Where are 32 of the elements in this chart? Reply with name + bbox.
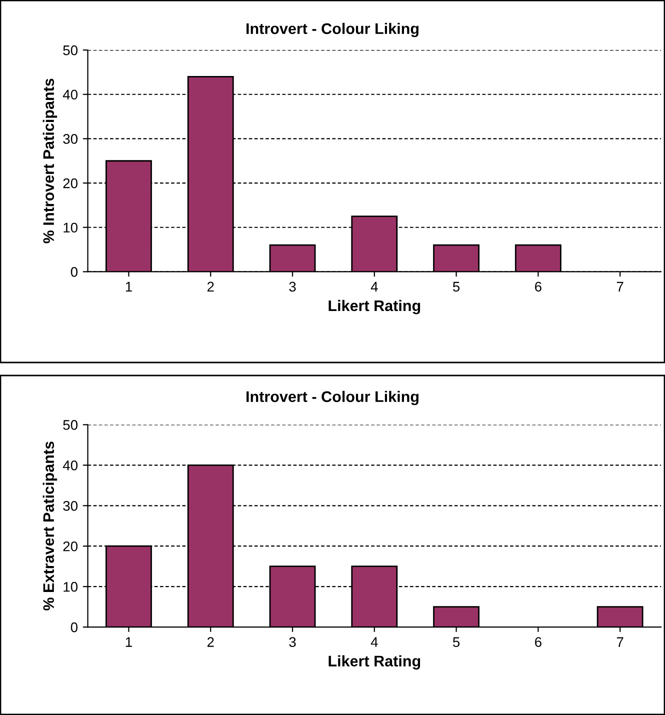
y-tick-label: 50 — [63, 420, 78, 430]
y-tick-label: 0 — [70, 622, 78, 632]
chart-title: Introvert - Colour Liking — [246, 390, 418, 406]
y-tick-label: 30 — [63, 134, 78, 144]
x-tick-label: 5 — [452, 637, 460, 647]
x-tick-label: 2 — [207, 637, 214, 647]
x-tick-label: 3 — [289, 637, 296, 647]
x-axis-title: Likert Rating — [328, 300, 420, 314]
x-tick-label: 1 — [126, 637, 132, 647]
y-tick-label: 40 — [62, 460, 78, 470]
y-tick-label: 20 — [63, 541, 78, 552]
x-axis-title: Likert Rating — [328, 655, 420, 670]
chart-title: Introvert - Colour Liking — [246, 22, 418, 38]
x-tick-label: 3 — [289, 282, 296, 292]
x-tick-label: 1 — [126, 282, 132, 292]
x-tick-label: 5 — [452, 282, 460, 292]
x-tick-label: 4 — [370, 637, 378, 647]
y-tick-label: 40 — [62, 90, 78, 100]
x-tick-label: 2 — [207, 282, 214, 292]
y-tick-label: 50 — [63, 45, 78, 56]
x-tick-label: 4 — [370, 282, 378, 292]
x-tick-label: 6 — [535, 282, 542, 292]
x-tick-label: 6 — [535, 637, 542, 647]
x-tick-label: 7 — [616, 282, 624, 292]
y-tick-label: 10 — [64, 222, 78, 233]
y-tick-label: 0 — [70, 267, 78, 277]
y-axis-title: % Extravert Paticipants — [42, 442, 58, 610]
x-tick-label: 7 — [616, 637, 624, 647]
y-axis-title: % Introvert Paticipants — [42, 78, 58, 244]
y-tick-label: 10 — [64, 582, 78, 592]
y-tick-label: 20 — [63, 178, 78, 188]
y-tick-label: 30 — [63, 500, 78, 511]
